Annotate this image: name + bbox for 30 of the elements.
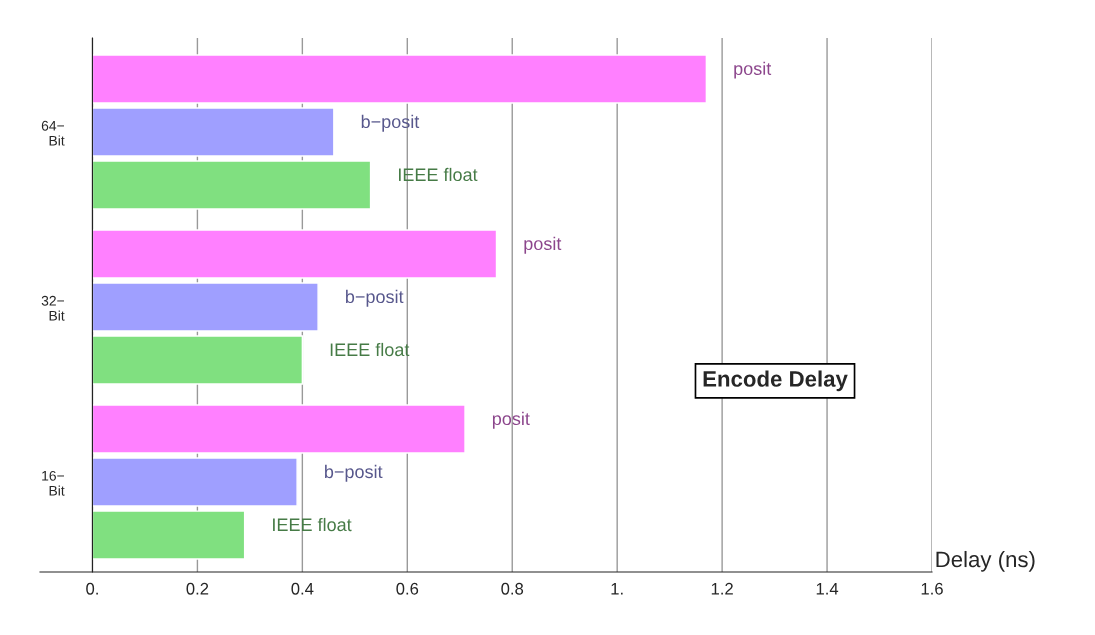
text: Encode Delay bbox=[703, 370, 848, 392]
x-tick-label: 0.4 bbox=[291, 582, 314, 595]
bar bbox=[91, 107, 335, 157]
x-tick-label: 0.8 bbox=[501, 582, 524, 595]
bar bbox=[91, 457, 298, 507]
text: posit bbox=[492, 411, 530, 429]
text: posit bbox=[524, 236, 562, 254]
text: b−posit bbox=[346, 289, 404, 307]
text: IEEE float bbox=[330, 342, 410, 357]
text: IEEE float bbox=[398, 167, 478, 182]
bar bbox=[91, 335, 304, 385]
series-label: posit bbox=[734, 61, 772, 79]
bar bbox=[91, 54, 708, 104]
bar bbox=[91, 510, 246, 560]
y-tick-label: 16− Bit bbox=[42, 470, 65, 496]
x-tick-label: 1.4 bbox=[816, 583, 839, 595]
x-axis-title: Delay (ns) bbox=[936, 550, 1035, 572]
y-tick-label: 64− Bit bbox=[41, 120, 65, 146]
x-tick-label: 1.2 bbox=[711, 582, 733, 595]
x-tick-label: 0.6 bbox=[396, 582, 419, 595]
bar bbox=[91, 282, 319, 332]
bar bbox=[91, 229, 498, 279]
x-tick-label: 1.6 bbox=[921, 582, 943, 595]
series-label: b−posit bbox=[325, 464, 383, 482]
y-tick-label: 32− Bit bbox=[41, 295, 65, 321]
x-tick-label: 0. bbox=[86, 582, 98, 595]
bar bbox=[91, 404, 466, 454]
x-tick-label: 1. bbox=[611, 583, 623, 595]
x-tick-label: 0.2 bbox=[186, 582, 209, 595]
bar bbox=[91, 160, 372, 210]
